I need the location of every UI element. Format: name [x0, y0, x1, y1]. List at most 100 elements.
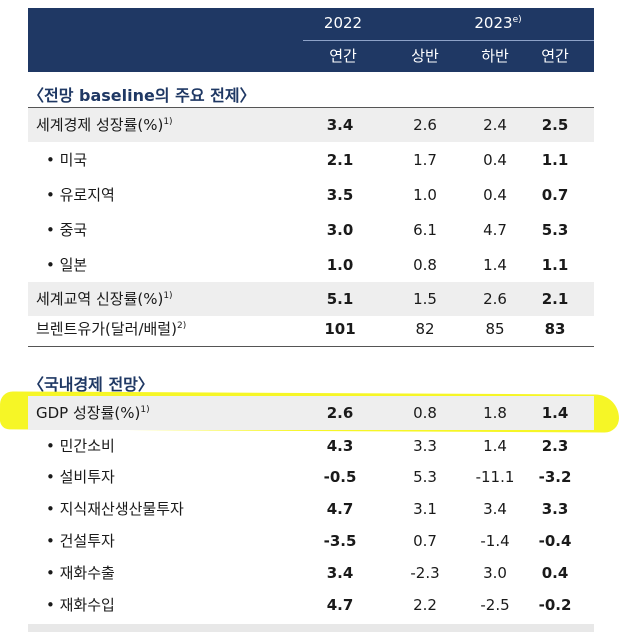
- table-row: • 중국 3.0 6.1 4.7 5.3: [28, 213, 594, 247]
- col-h1: 상반: [411, 47, 439, 65]
- row-label: • 재화수입: [46, 588, 115, 622]
- row-label-text: 브렌트유가(달러/배럴): [36, 320, 177, 338]
- row-label: • 미국: [46, 143, 87, 177]
- row-label-text: • 지식재산생산물투자: [46, 500, 184, 518]
- row-label-text: • 재화수출: [46, 564, 115, 582]
- row-label-text: • 일본: [46, 256, 88, 274]
- row-label-text: 세계경제 성장률(%): [36, 116, 164, 134]
- cell-h2: 3.4: [483, 500, 507, 518]
- row-label: • 민간소비: [46, 429, 115, 463]
- footnote-marker: 1): [163, 117, 173, 127]
- cell-h2: 3.0: [483, 564, 507, 582]
- cell-h2: 85: [485, 320, 505, 338]
- cell-h2: 0.4: [483, 186, 507, 204]
- row-label-text: GDP 성장률(%): [36, 404, 141, 422]
- row-label-text: • 유로지역: [46, 186, 115, 204]
- cell-v2022: 3.4: [326, 116, 354, 134]
- cell-h1: 1.5: [413, 290, 437, 308]
- cell-v2022: 2.1: [326, 151, 354, 169]
- row-label-text: 세계교역 신장률(%): [36, 290, 164, 308]
- table-row: • 재화수출 3.4 -2.3 3.0 0.4: [28, 556, 594, 590]
- cell-h2: 4.7: [483, 221, 507, 239]
- cell-a2023: 2.5: [541, 116, 569, 134]
- cell-h1: -2.3: [410, 564, 440, 582]
- cell-h2: -1.4: [480, 532, 510, 550]
- cell-h1: 2.2: [413, 596, 437, 614]
- cell-h2: 0.4: [483, 151, 507, 169]
- cell-h2: 1.4: [483, 437, 507, 455]
- row-label: • 중국: [46, 213, 87, 247]
- cell-v2022: 3.4: [326, 564, 354, 582]
- cell-a2023: 1.1: [541, 151, 569, 169]
- row-label: • 일본: [46, 248, 87, 282]
- row-label: • 재화수출: [46, 556, 115, 590]
- cell-h1: 1.0: [413, 186, 437, 204]
- row-label-text: • 민간소비: [46, 437, 115, 455]
- cell-a2023: 83: [544, 320, 566, 338]
- cell-v2022: 4.3: [326, 437, 354, 455]
- section-end-divider: [28, 346, 594, 347]
- cell-a2023: 0.7: [541, 186, 569, 204]
- cell-a2023: 0.4: [541, 564, 569, 582]
- cell-h2: 1.8: [483, 404, 507, 422]
- table-row: • 설비투자 -0.5 5.3 -11.1 -3.2: [28, 460, 594, 494]
- section-title-domestic: 〈국내경제 전망〉: [28, 375, 154, 394]
- row-label: • 유로지역: [46, 178, 115, 212]
- cell-a2023: 1.1: [541, 256, 569, 274]
- cell-a2023: -3.2: [538, 468, 572, 486]
- table-row: • 재화수입 4.7 2.2 -2.5 -0.2: [28, 588, 594, 622]
- cell-a2023: 3.3: [541, 500, 569, 518]
- table-bottom: [28, 624, 594, 632]
- cell-v2022: -0.5: [323, 468, 357, 486]
- cell-v2022: 2.6: [326, 404, 354, 422]
- row-label: • 설비투자: [46, 460, 115, 494]
- cell-h2: 1.4: [483, 256, 507, 274]
- cell-v2022: 3.5: [326, 186, 354, 204]
- cell-h1: 5.3: [413, 468, 437, 486]
- table-row: • 민간소비 4.3 3.3 1.4 2.3: [28, 429, 594, 463]
- table-row: 브렌트유가(달러/배럴)2) 101 82 85 83: [28, 312, 594, 346]
- cell-v2022: 4.7: [326, 500, 354, 518]
- header-divider: [303, 40, 594, 41]
- table-row: • 유로지역 3.5 1.0 0.4 0.7: [28, 178, 594, 212]
- cell-a2023: -0.4: [538, 532, 572, 550]
- row-label-text: • 중국: [46, 221, 88, 239]
- cell-h1: 0.7: [413, 532, 437, 550]
- year-2023-header: 2023e): [438, 14, 558, 32]
- col-annual-2023: 연간: [541, 47, 569, 65]
- row-label: 세계경제 성장률(%)1): [36, 108, 173, 142]
- footnote-marker: 1): [163, 291, 173, 301]
- cell-h1: 82: [415, 320, 435, 338]
- row-label: 브렌트유가(달러/배럴)2): [36, 312, 186, 346]
- section-divider: [28, 107, 594, 108]
- table-header: 2022 2023e) 연간 상반 하반 연간: [28, 8, 594, 72]
- row-label-text: • 미국: [46, 151, 88, 169]
- table-row: 세계경제 성장률(%)1) 3.4 2.6 2.4 2.5: [28, 108, 594, 142]
- cell-h2: 2.6: [483, 290, 507, 308]
- cell-a2023: 1.4: [541, 404, 569, 422]
- cell-v2022: 3.0: [326, 221, 354, 239]
- cell-v2022: 5.1: [326, 290, 354, 308]
- row-label-text: • 설비투자: [46, 468, 115, 486]
- year-2023-note: e): [512, 15, 522, 25]
- cell-a2023: 2.3: [541, 437, 569, 455]
- cell-h1: 1.7: [413, 151, 437, 169]
- row-label: 세계교역 신장률(%)1): [36, 282, 173, 316]
- section-title-assumptions: 〈전망 baseline의 주요 전제〉: [28, 86, 256, 105]
- cell-h1: 0.8: [413, 404, 437, 422]
- cell-h1: 3.3: [413, 437, 437, 455]
- year-2022-header: 2022: [323, 14, 363, 32]
- cell-a2023: 5.3: [541, 221, 569, 239]
- cell-v2022: 1.0: [326, 256, 354, 274]
- table-row: GDP 성장률(%)1) 2.6 0.8 1.8 1.4: [28, 396, 594, 430]
- cell-h1: 6.1: [413, 221, 437, 239]
- footnote-marker: 1): [140, 405, 150, 415]
- table-row: 세계교역 신장률(%)1) 5.1 1.5 2.6 2.1: [28, 282, 594, 316]
- cell-h2: 2.4: [483, 116, 507, 134]
- cell-h1: 3.1: [413, 500, 437, 518]
- row-label: GDP 성장률(%)1): [36, 396, 150, 430]
- row-label: • 지식재산생산물투자: [46, 492, 184, 526]
- cell-v2022: -3.5: [323, 532, 357, 550]
- cell-a2023: 2.1: [541, 290, 569, 308]
- cell-h2: -11.1: [475, 468, 515, 486]
